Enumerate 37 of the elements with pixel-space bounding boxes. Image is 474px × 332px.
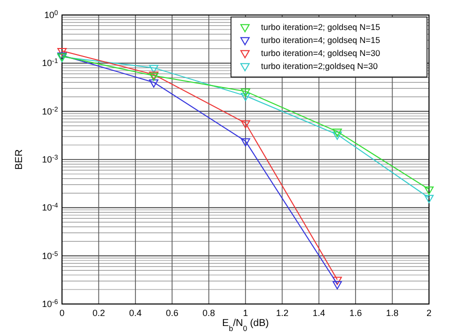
x-tick-label: 0 (59, 308, 65, 318)
point (240, 88, 250, 97)
point (149, 79, 158, 88)
point (149, 64, 158, 74)
point (332, 276, 342, 285)
legend-label: turbo iteration=2;goldseq N=30 (261, 61, 378, 71)
point (240, 92, 250, 102)
y-axis-title: BER (14, 149, 25, 170)
point (424, 186, 434, 195)
x-tick-label: 0.4 (129, 308, 142, 318)
y-tick-label: 10$^{-2}$ (42, 106, 58, 116)
point (332, 132, 342, 140)
x-tick-label: 0.8 (202, 308, 216, 318)
point (240, 138, 250, 146)
x-tick-label: 0.2 (92, 308, 105, 318)
y-tick-label: 10$^{-3}$ (42, 154, 58, 164)
x-axis-title: E$_{b}$/N$_{0}$ (dB) (222, 318, 269, 332)
point (240, 120, 250, 128)
point (424, 194, 434, 204)
y-tick-label: 10$^{-4}$ (42, 202, 58, 213)
x-tick-label: 1.4 (312, 308, 326, 318)
x-tick-label: 1.8 (386, 308, 399, 318)
y-tick-label: 10$^{-5}$ (42, 250, 58, 261)
x-tick-label: 1 (242, 308, 248, 318)
y-tick-label: 10$^{-6}$ (42, 298, 58, 309)
x-tick-label: 2 (426, 308, 432, 318)
legend-label: turbo iteration=2; goldseq N=15 (261, 22, 380, 32)
x-tick-label: 0.6 (166, 308, 178, 318)
point (332, 281, 342, 290)
y-tick-label: 10$^{-1}$ (42, 58, 58, 68)
x-tick-label: 1.6 (349, 308, 362, 318)
point (332, 128, 342, 137)
legend-label: turbo iteration=4; goldseq N=15 (261, 35, 380, 45)
x-tick-label: 1.2 (276, 308, 288, 318)
legend-label: turbo iteration=4; goldseq N=30 (261, 48, 380, 58)
point (57, 48, 67, 56)
y-tick-label: 10$^{0}$ (44, 10, 58, 20)
